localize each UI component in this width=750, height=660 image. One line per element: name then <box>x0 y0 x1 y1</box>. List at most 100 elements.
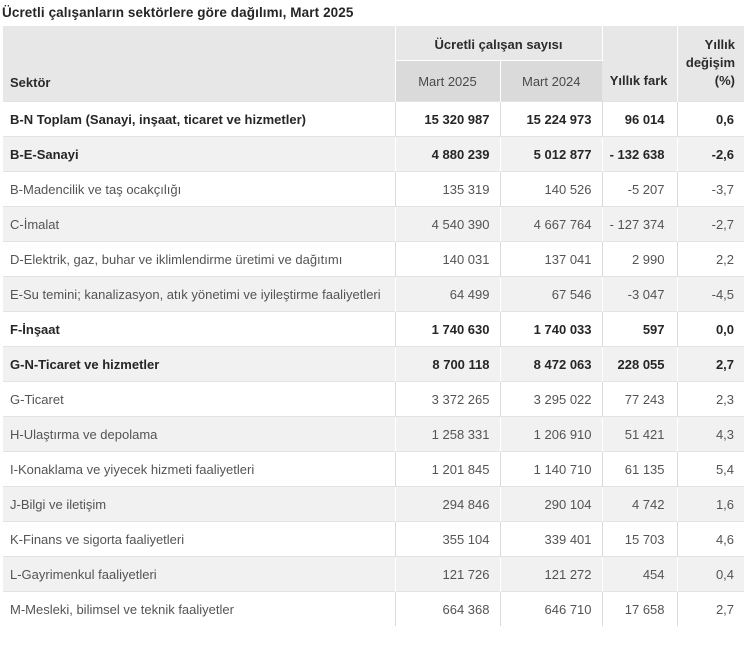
cell-pct: 2,2 <box>715 251 735 267</box>
cell-pct: 0,4 <box>677 556 745 592</box>
cell-m2025: 140 031 <box>395 241 501 277</box>
table-row: F-İnşaat 1 740 630 1 740 033 597 0,0 <box>3 311 745 347</box>
table-row: M-Mesleki, bilimsel ve teknik faaliyetle… <box>3 591 745 626</box>
cell-m2024: 290 104 <box>500 486 603 522</box>
column-header-annual-diff: Yıllık fark <box>602 26 678 102</box>
cell-m2025: 64 499 <box>395 276 501 312</box>
cell-m2024: 646 710 <box>500 591 603 626</box>
cell-diff: 15 703 <box>602 521 678 557</box>
cell-diff: 77 243 <box>602 381 678 417</box>
cell-sector: F-İnşaat <box>3 311 396 347</box>
cell-diff: -3 047 <box>602 276 678 312</box>
cell-diff: 4 742 <box>602 486 678 522</box>
cell-m2024: 8 472 063 <box>500 346 603 382</box>
cell-diff: 96 014 <box>602 101 678 137</box>
cell-diff: 51 421 <box>602 416 678 452</box>
cell-pct: -4,5 <box>677 276 745 312</box>
table-body: B-N Toplam (Sanayi, inşaat, ticaret ve h… <box>3 101 745 626</box>
cell-diff: 2 990 <box>602 241 678 277</box>
cell-sector: M-Mesleki, bilimsel ve teknik faaliyetle… <box>3 591 396 626</box>
cell-sector: H-Ulaştırma ve depolama <box>3 416 396 452</box>
column-header-annual-change-pct: Yıllık değişim (%) <box>677 26 745 102</box>
cell-pct: -2,6 <box>677 136 745 172</box>
cell-m2024: 1 140 710 <box>500 451 603 487</box>
cell-diff: 597 <box>602 311 678 347</box>
table-row: B-N Toplam (Sanayi, inşaat, ticaret ve h… <box>3 101 745 137</box>
table-row: I-Konaklama ve yiyecek hizmeti faaliyetl… <box>3 451 745 487</box>
cell-m2024: 15 224 973 <box>500 101 603 137</box>
cell-diff: - 132 638 <box>602 136 678 172</box>
cell-m2025: 1 740 630 <box>395 311 501 347</box>
cell-m2024: 339 401 <box>500 521 603 557</box>
page-title: Ücretli çalışanların sektörlere göre dağ… <box>2 5 354 20</box>
cell-sector: E-Su temini; kanalizasyon, atık yönetimi… <box>3 276 396 312</box>
cell-m2024: 1 740 033 <box>500 311 603 347</box>
cell-sector: B-Madencilik ve taş ocakçılığı <box>3 171 396 207</box>
cell-m2025: 1 258 331 <box>395 416 501 452</box>
table-row: E-Su temini; kanalizasyon, atık yönetimi… <box>3 276 745 312</box>
cell-m2025: 4 540 390 <box>395 206 501 242</box>
cell-pct: 4,6 <box>715 531 735 547</box>
cell-m2024: 1 206 910 <box>500 416 603 452</box>
cell-sector: I-Konaklama ve yiyecek hizmeti faaliyetl… <box>3 451 396 487</box>
header-row-sub: Mart 2025 Mart 2024 <box>3 60 744 102</box>
cell-m2024: 4 667 764 <box>500 206 603 242</box>
page: Ücretli çalışanların sektörlere göre dağ… <box>2 5 745 626</box>
cell-sector: B-E-Sanayi <box>3 136 396 172</box>
table-row: B-Madencilik ve taş ocakçılığı 135 319 140… <box>3 171 745 207</box>
cell-pct: -3,7 <box>711 181 735 197</box>
cell-sector: B-N Toplam (Sanayi, inşaat, ticaret ve h… <box>3 101 396 137</box>
table-row: G-N-Ticaret ve hizmetler 8 700 118 8 472 0… <box>3 346 745 382</box>
cell-diff: 454 <box>602 556 678 592</box>
cell-m2025: 8 700 118 <box>395 346 501 382</box>
cell-m2024: 5 012 877 <box>500 136 603 172</box>
column-header-mart-2025: Mart 2025 <box>395 60 501 102</box>
column-header-paid-employee-count: Ücretli çalışan sayısı <box>395 26 603 61</box>
cell-m2025: 4 880 239 <box>395 136 501 172</box>
cell-pct: 2,3 <box>715 391 735 407</box>
cell-m2024: 137 041 <box>500 241 603 277</box>
cell-sector: D-Elektrik, gaz, buhar ve iklimlendirme … <box>3 241 396 277</box>
cell-pct: 1,6 <box>677 486 745 522</box>
table-row: K-Finans ve sigorta faaliyetleri 355 104 3… <box>3 521 745 557</box>
column-header-sector: Sektör <box>3 26 396 102</box>
cell-pct: 5,4 <box>715 461 735 477</box>
table-row: L-Gayrimenkul faaliyetleri 121 726 121 272… <box>3 556 745 592</box>
cell-diff: - 127 374 <box>602 206 678 242</box>
cell-sector: G-N-Ticaret ve hizmetler <box>3 346 396 382</box>
table-header: Sektör Ücretli çalışan sayısı Yıllık far… <box>3 26 745 102</box>
table-row: G-Ticaret 3 372 265 3 295 022 77 243 2,3 <box>3 381 745 417</box>
cell-m2025: 121 726 <box>395 556 501 592</box>
cell-diff: 17 658 <box>602 591 678 626</box>
cell-diff: 228 055 <box>602 346 678 382</box>
cell-pct: -2,7 <box>677 206 745 242</box>
cell-pct: 4,3 <box>677 416 745 452</box>
cell-m2025: 664 368 <box>395 591 501 626</box>
cell-m2025: 15 320 987 <box>395 101 501 137</box>
cell-pct: 0,0 <box>715 321 735 337</box>
cell-m2024: 121 272 <box>500 556 603 592</box>
cell-sector: J-Bilgi ve iletişim <box>3 486 396 522</box>
cell-sector: C-İmalat <box>3 206 396 242</box>
cell-m2024: 3 295 022 <box>500 381 603 417</box>
table-row: J-Bilgi ve iletişim 294 846 290 104 4 742 1,… <box>3 486 745 522</box>
cell-m2025: 294 846 <box>395 486 501 522</box>
cell-pct: 0,6 <box>715 111 735 127</box>
header-row-group: Sektör Ücretli çalışan sayısı Yıllık far… <box>3 26 745 102</box>
cell-sector: K-Finans ve sigorta faaliyetleri <box>3 521 396 557</box>
cell-sector: L-Gayrimenkul faaliyetleri <box>3 556 396 592</box>
cell-diff: -5 207 <box>602 171 678 207</box>
column-header-mart-2024: Mart 2024 <box>500 60 603 102</box>
cell-m2024: 140 526 <box>500 171 603 207</box>
cell-diff: 61 135 <box>602 451 678 487</box>
cell-pct: 2,7 <box>715 601 735 617</box>
table-row: D-Elektrik, gaz, buhar ve iklimlendirme … <box>3 241 745 277</box>
cell-m2025: 3 372 265 <box>395 381 501 417</box>
table-row: H-Ulaştırma ve depolama 1 258 331 1 206 91… <box>3 416 745 452</box>
table-row: C-İmalat 4 540 390 4 667 764- 127 374 -2,7 <box>3 206 745 242</box>
cell-pct: 2,7 <box>677 346 745 382</box>
cell-sector: G-Ticaret <box>3 381 396 417</box>
cell-m2025: 1 201 845 <box>395 451 501 487</box>
table-row: B-E-Sanayi 4 880 239 5 012 877- 132 638 -2,… <box>3 136 745 172</box>
cell-m2025: 135 319 <box>395 171 501 207</box>
